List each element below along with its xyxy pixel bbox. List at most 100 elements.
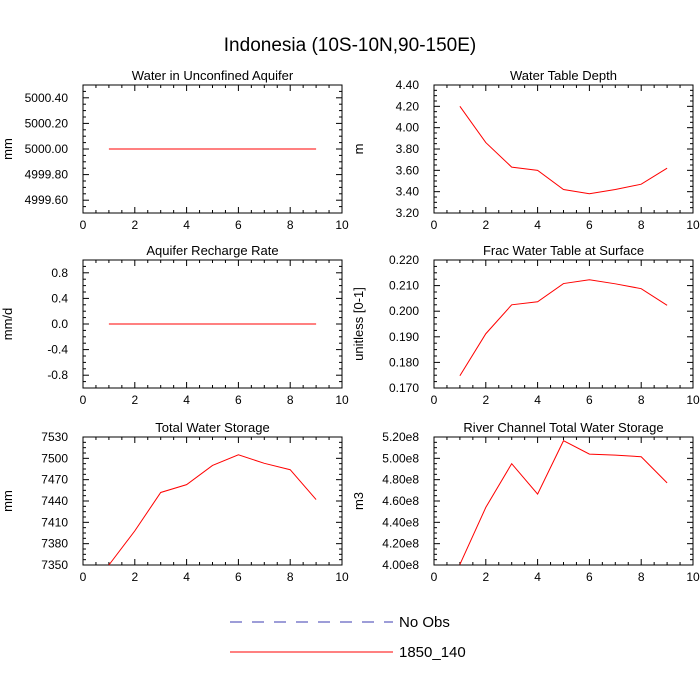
y-tick-label: 4.80e8 [382,473,419,487]
x-tick-label: 8 [287,570,294,584]
y-tick-label: 4.20e8 [382,537,419,551]
y-tick-label: -0.8 [47,368,68,382]
y-tick-label: 4999.60 [25,193,69,207]
x-tick-label: 2 [131,570,138,584]
y-tick-label: 4.20 [396,99,420,113]
panels: Water in Unconfined Aquifer 0 2 4 6 8 10 4999.6… [0,68,700,584]
x-tick-label: 6 [586,393,593,407]
series-line-1850_140 [459,106,668,195]
x-tick-label: 2 [131,393,138,407]
x-tick-label: 2 [482,570,489,584]
x-tick-label: 6 [235,218,242,232]
y-tick-label: 5.20e8 [382,430,419,444]
chart-panel-2: Water Table Depth 0 2 4 6 8 10 3.20 3.40 3.60 3.80… [351,68,700,232]
y-tick-label: 4.00 [396,121,420,135]
x-tick-label: 6 [586,218,593,232]
plot-frame [433,436,694,566]
x-tick-label: 8 [638,218,645,232]
chart-panel-5: Total Water Storage 0 2 4 6 8 10 7350 7380 7410 74… [0,420,349,584]
x-tick-label: 0 [431,218,438,232]
series-line-1850_140 [459,440,668,565]
y-tick-label: 0.190 [389,330,419,344]
x-tick-label: 4 [534,393,541,407]
y-axis-label: mm/d [0,308,15,341]
y-axis-label: mm [0,490,15,512]
x-tick-label: 4 [183,218,190,232]
x-tick-label: 2 [482,218,489,232]
y-axis-label: mm [0,138,15,160]
x-tick-label: 10 [335,393,349,407]
y-tick-label: -0.4 [47,343,68,357]
y-tick-label: 4999.80 [25,168,69,182]
chart-panel-6: River Channel Total Water Storage 0 2 4 6 8 10… [351,420,700,584]
y-tick-label: 3.60 [396,163,420,177]
plot-frame [82,436,343,566]
y-tick-label: 7410 [41,515,68,529]
x-tick-label: 8 [638,570,645,584]
x-tick-label: 6 [235,570,242,584]
y-axis-label: m [351,144,366,155]
plot-frame [433,259,694,389]
x-tick-label: 2 [131,218,138,232]
y-tick-label: 0.180 [389,355,419,369]
y-axis-label: unitless [0-1] [351,287,366,361]
x-tick-label: 10 [686,393,700,407]
y-tick-label: 0.8 [51,266,68,280]
plot-frame [433,84,694,214]
panel-title: Aquifer Recharge Rate [146,243,278,258]
y-tick-label: 4.60e8 [382,494,419,508]
x-tick-label: 2 [482,393,489,407]
x-tick-label: 4 [183,570,190,584]
y-tick-label: 0.220 [389,253,419,267]
figure-title: Indonesia (10S-10N,90-150E) [224,35,476,56]
x-tick-label: 4 [183,393,190,407]
chart-panel-1: Water in Unconfined Aquifer 0 2 4 6 8 10 4999.6… [0,68,349,232]
panel-title: Frac Water Table at Surface [483,243,644,258]
panel-title: River Channel Total Water Storage [463,420,663,435]
legend-label-1: No Obs [399,614,450,631]
y-tick-label: 3.40 [396,185,420,199]
y-tick-label: 0.210 [389,279,419,293]
x-tick-label: 6 [586,570,593,584]
y-tick-label: 0.200 [389,304,419,318]
y-tick-label: 5.00e8 [382,451,419,465]
y-tick-label: 4.00e8 [382,558,419,572]
x-tick-label: 10 [686,218,700,232]
series-line-1850_140 [459,279,668,376]
x-tick-label: 10 [335,218,349,232]
panel-title: Water in Unconfined Aquifer [132,68,294,83]
x-tick-label: 8 [287,218,294,232]
chart-panel-3: Aquifer Recharge Rate 0 2 4 6 8 10 -0.8 -0.4 0.0 0… [0,243,349,407]
panel-title: Total Water Storage [155,420,269,435]
y-tick-label: 0.170 [389,381,419,395]
y-tick-label: 7380 [41,537,68,551]
y-tick-label: 3.20 [396,206,420,220]
panel-title: Water Table Depth [510,68,617,83]
x-tick-label: 0 [80,570,87,584]
x-tick-label: 0 [431,393,438,407]
chart-panel-4: Frac Water Table at Surface 0 2 4 6 8 10 0.170 0… [351,243,700,407]
x-tick-label: 0 [80,218,87,232]
x-tick-label: 10 [335,570,349,584]
y-tick-label: 7500 [41,451,68,465]
y-tick-label: 4.40 [396,78,420,92]
y-tick-label: 5000.00 [25,142,69,156]
y-tick-label: 7440 [41,494,68,508]
y-tick-label: 0.0 [51,317,68,331]
y-tick-label: 0.4 [51,291,68,305]
y-tick-label: 4.40e8 [382,515,419,529]
series-line-1850_140 [108,454,317,566]
x-tick-label: 0 [80,393,87,407]
y-tick-label: 7350 [41,558,68,572]
x-tick-label: 8 [287,393,294,407]
y-tick-label: 7530 [41,430,68,444]
y-tick-label: 5000.40 [25,91,69,105]
x-tick-label: 0 [431,570,438,584]
x-tick-label: 8 [638,393,645,407]
legend: No Obs 1850_140 [230,614,466,661]
x-tick-label: 6 [235,393,242,407]
x-tick-label: 4 [534,218,541,232]
y-tick-label: 7470 [41,473,68,487]
y-tick-label: 3.80 [396,142,420,156]
